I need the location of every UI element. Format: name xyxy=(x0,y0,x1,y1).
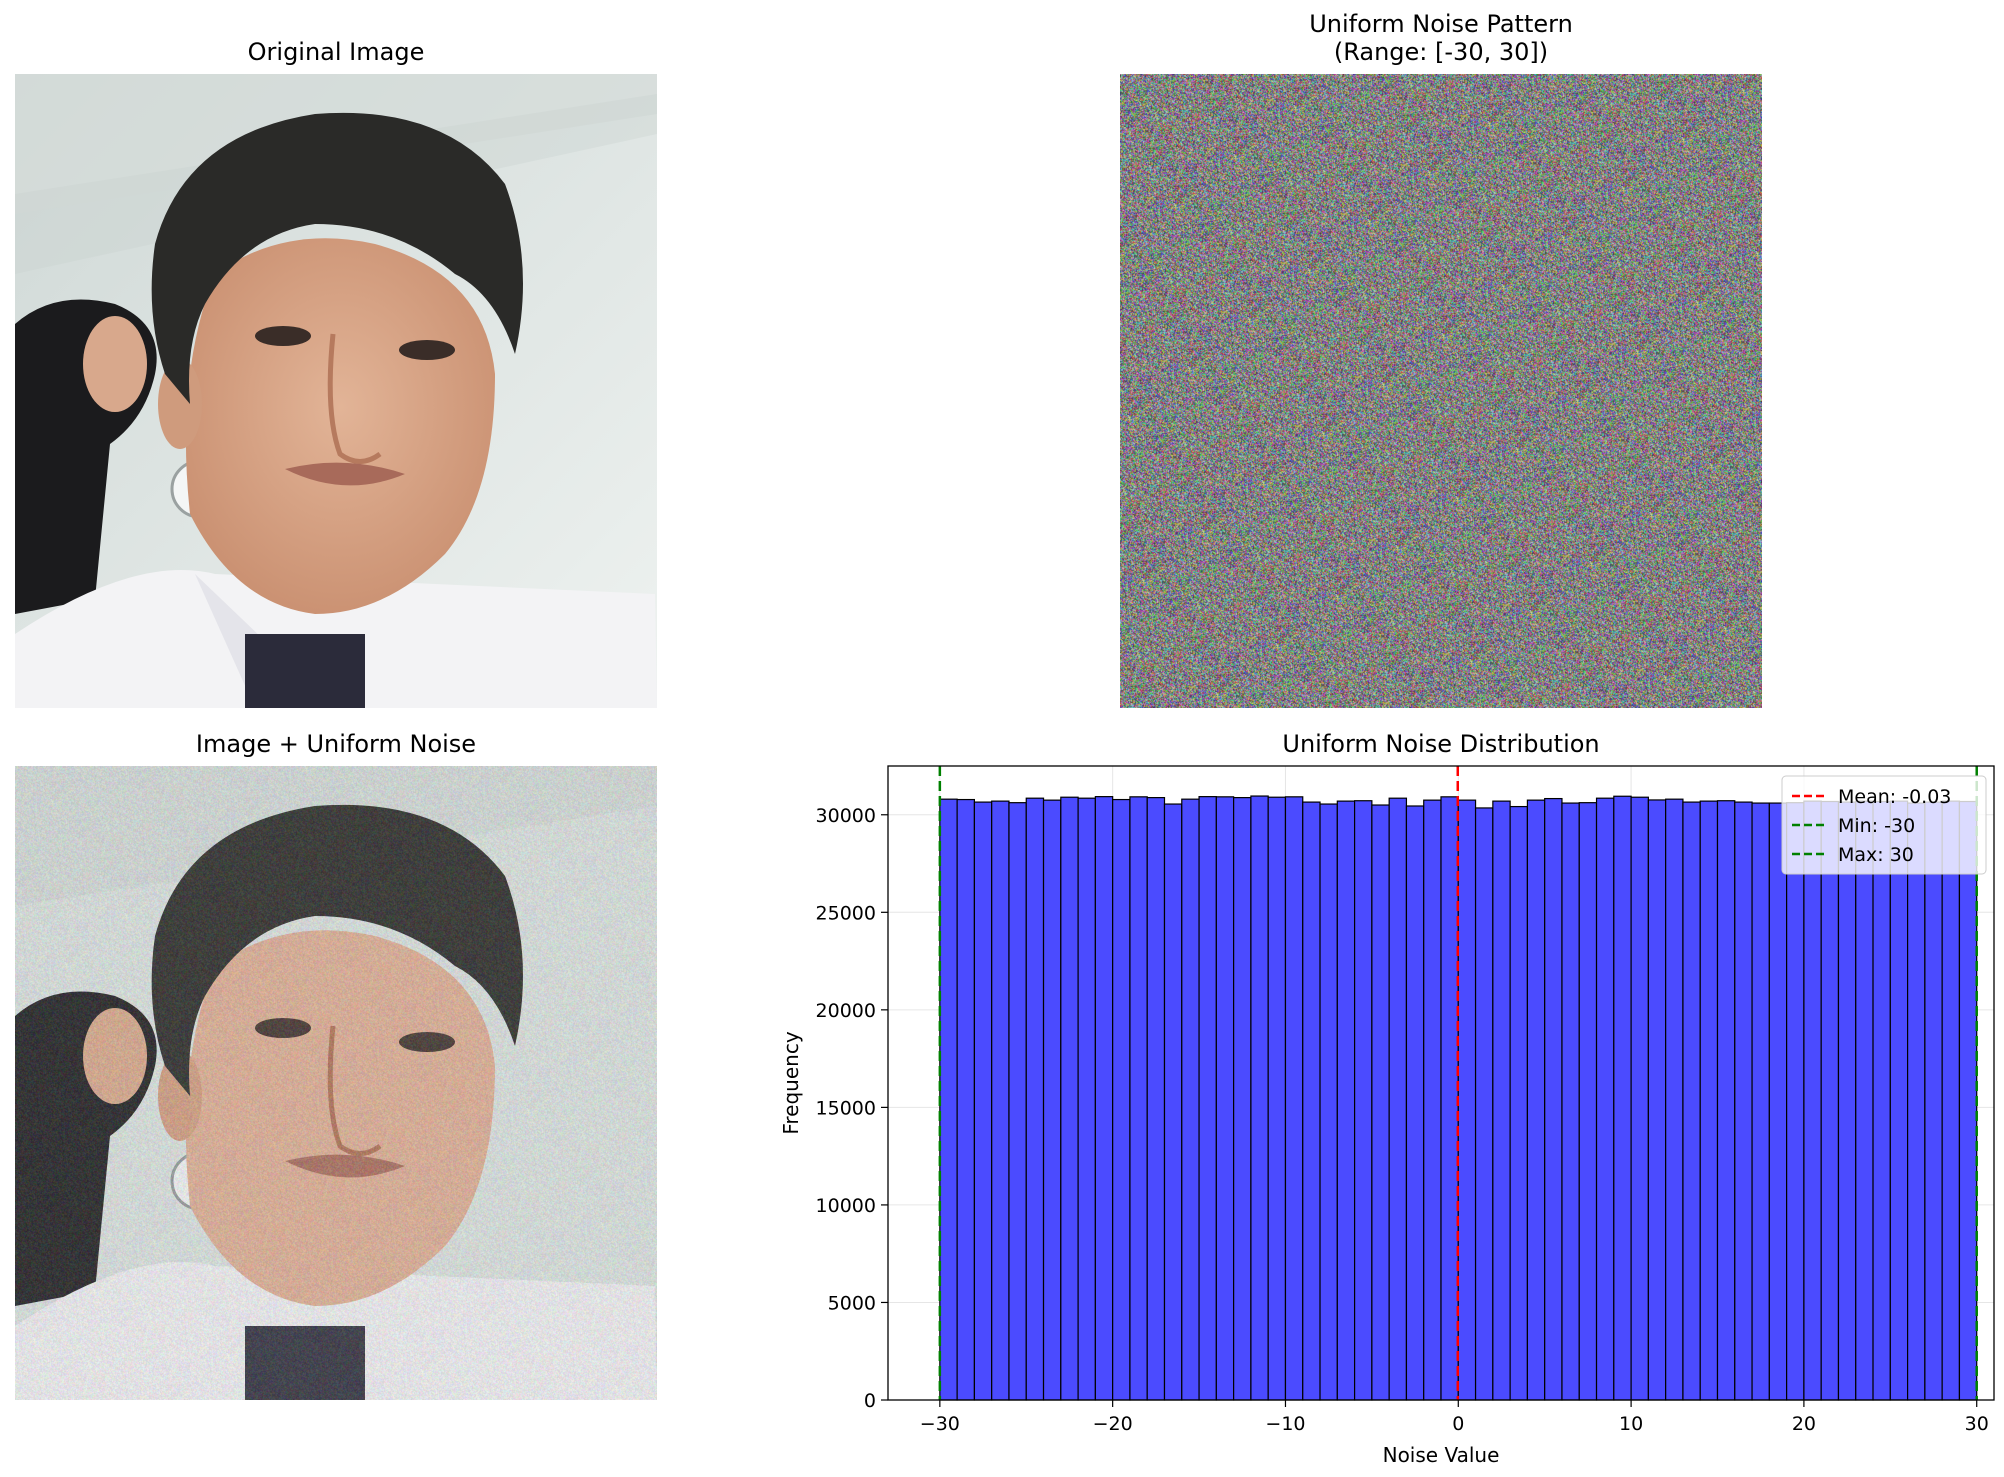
y-tick-label: 15000 xyxy=(816,1097,876,1119)
x-tick-label: −10 xyxy=(1265,1413,1305,1435)
histogram-bar xyxy=(1112,798,1131,1401)
histogram-bar xyxy=(1353,800,1373,1401)
histogram-bar xyxy=(1077,797,1096,1401)
y-tick-label: 20000 xyxy=(816,1000,876,1022)
histogram-bar xyxy=(1613,795,1632,1401)
y-tick-label: 10000 xyxy=(816,1195,876,1217)
histogram-bar xyxy=(1319,803,1338,1401)
histogram-bar xyxy=(1906,802,1926,1401)
y-tick-label: 5000 xyxy=(828,1292,876,1314)
y-ticks: 0 5000 10000 15000 20000 25000 30000 xyxy=(816,805,888,1412)
noise-pattern-image xyxy=(1120,74,1762,708)
histogram-bar xyxy=(1146,797,1166,1401)
x-tick-label: 20 xyxy=(1792,1413,1816,1435)
histogram-bar xyxy=(1630,796,1649,1401)
noise-grain-overlay xyxy=(15,766,657,1400)
histogram-bar xyxy=(1526,799,1546,1401)
histogram-title: Uniform Noise Distribution xyxy=(1282,730,1600,758)
noisy-image xyxy=(15,766,657,1400)
histogram-bar xyxy=(1837,801,1857,1401)
original-image-title: Original Image xyxy=(247,38,425,66)
histogram-bar xyxy=(1181,798,1200,1401)
histogram-bar xyxy=(1405,805,1425,1401)
x-tick-label: 0 xyxy=(1452,1413,1464,1435)
x-ticks: −30 −20 −10 0 10 20 30 xyxy=(920,1400,1989,1435)
x-tick-label: −30 xyxy=(920,1413,960,1435)
histogram-bar xyxy=(1163,803,1183,1401)
x-tick-label: 10 xyxy=(1619,1413,1643,1435)
legend-label: Mean: -0.03 xyxy=(1838,786,1951,808)
histogram-bar xyxy=(1509,805,1529,1401)
histogram-bar xyxy=(1716,800,1736,1401)
histogram-bar xyxy=(1872,800,1891,1401)
x-tick-label: −20 xyxy=(1093,1413,1133,1435)
original-image xyxy=(15,74,657,708)
histogram-bar xyxy=(1267,796,1287,1401)
x-tick-label: 30 xyxy=(1965,1413,1989,1435)
histogram-bar xyxy=(1924,801,1943,1401)
histogram-bar xyxy=(1734,801,1753,1401)
noise-pattern-title-line1: Uniform Noise Pattern xyxy=(1309,10,1573,38)
histogram-bar xyxy=(1699,800,1719,1401)
legend-box xyxy=(1781,775,1987,875)
histogram-bar xyxy=(1215,796,1235,1401)
histogram-bar xyxy=(1889,800,1909,1401)
histogram-bar xyxy=(1060,796,1079,1401)
histogram-bar xyxy=(1440,796,1459,1401)
histogram-bar xyxy=(1474,807,1494,1401)
legend: Mean: -0.03 Min: -30 Max: 30 xyxy=(1781,775,1987,875)
histogram-bar xyxy=(1941,800,1961,1401)
legend-label: Max: 30 xyxy=(1838,844,1914,866)
y-tick-label: 25000 xyxy=(816,902,876,924)
histogram-bar xyxy=(1336,800,1356,1401)
histogram-bar xyxy=(939,798,958,1401)
histogram-bar xyxy=(1423,799,1442,1401)
noise-pattern-title-line2: (Range: [-30, 30]) xyxy=(1333,38,1549,66)
histogram-bar xyxy=(1578,802,1598,1401)
histogram-bar xyxy=(1371,804,1390,1401)
legend-label: Min: -30 xyxy=(1838,815,1915,837)
histogram-bar xyxy=(1595,797,1615,1401)
histogram-bar xyxy=(1682,801,1701,1401)
histogram-bar xyxy=(991,800,1010,1401)
histogram-bar xyxy=(1129,796,1148,1401)
y-tick-label: 0 xyxy=(864,1390,876,1412)
axes-frame xyxy=(887,765,1995,1401)
histogram-bar xyxy=(1302,801,1321,1401)
histogram-bar xyxy=(956,798,976,1401)
histogram-bar xyxy=(1855,800,1874,1401)
histogram-bar xyxy=(1025,797,1045,1401)
noisy-image-title: Image + Uniform Noise xyxy=(195,730,477,758)
histogram-bar xyxy=(1233,797,1252,1401)
histogram-bar xyxy=(1008,802,1027,1401)
histogram-bar xyxy=(1665,798,1684,1401)
histogram-bar xyxy=(1492,800,1511,1401)
histogram-bar xyxy=(1820,800,1840,1401)
y-tick-label: 30000 xyxy=(816,805,876,827)
histogram-bar xyxy=(1388,797,1408,1401)
x-axis-label: Noise Value xyxy=(1383,1443,1500,1467)
histogram-bar xyxy=(1786,802,1805,1401)
histogram-bar xyxy=(1094,796,1114,1401)
histogram-bar xyxy=(1544,797,1563,1401)
histogram-bar xyxy=(1803,800,1822,1401)
histogram-bar xyxy=(1250,795,1269,1401)
noise-pattern-title: Uniform Noise Pattern (Range: [-30, 30]) xyxy=(1120,10,1762,66)
histogram-bar xyxy=(1647,799,1667,1401)
histogram-bar xyxy=(1768,802,1788,1401)
histogram-bar xyxy=(1042,799,1062,1401)
histogram-bar xyxy=(1561,802,1580,1401)
histogram-bar xyxy=(1958,800,1978,1401)
histogram-bar xyxy=(1457,799,1477,1401)
histogram-bar xyxy=(1198,796,1217,1401)
histogram-bar xyxy=(1284,796,1304,1401)
histogram-bar xyxy=(1751,802,1770,1401)
y-axis-label: Frequency xyxy=(779,1031,803,1134)
histogram-bar xyxy=(973,801,993,1401)
